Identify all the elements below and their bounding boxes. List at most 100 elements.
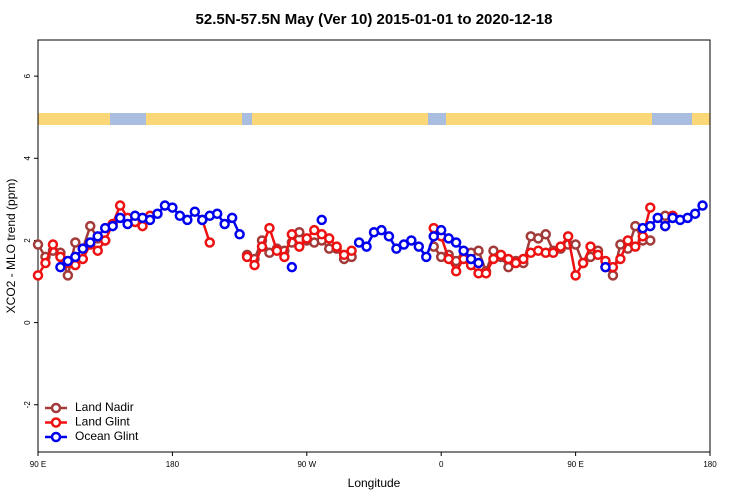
- data-point: [450, 237, 462, 248]
- data-point: [637, 231, 649, 242]
- data-point: [271, 245, 283, 256]
- data-point: [55, 251, 66, 263]
- land-band: [38, 113, 110, 125]
- data-point: [361, 241, 372, 252]
- data-point: [376, 224, 387, 236]
- y-tick-label: 2: [23, 238, 32, 243]
- data-point: [570, 239, 581, 250]
- data-point: [47, 239, 59, 250]
- data-point: [241, 251, 253, 263]
- legend-marker: [50, 431, 62, 443]
- data-point: [331, 241, 342, 252]
- data-point: [577, 257, 589, 269]
- data-point: [316, 229, 327, 240]
- data-point: [77, 243, 89, 254]
- data-point: [562, 231, 574, 242]
- data-point: [353, 237, 365, 248]
- data-point: [226, 212, 238, 224]
- x-tick-label: 180: [703, 460, 717, 469]
- data-point: [137, 220, 148, 232]
- data-point: [55, 261, 66, 273]
- data-point: [503, 253, 514, 265]
- data-point: [488, 253, 499, 265]
- y-tick-label: 0: [23, 320, 32, 325]
- data-point: [406, 235, 417, 246]
- legend-marker: [50, 402, 62, 414]
- data-point: [585, 241, 596, 252]
- data-point: [697, 200, 708, 211]
- x-tick-label: 90 E: [30, 460, 46, 469]
- data-point: [592, 249, 604, 261]
- data-point: [443, 233, 454, 244]
- data-point: [682, 212, 693, 224]
- data-point: [144, 214, 156, 226]
- plot-frame: [37, 39, 711, 453]
- legend-label: Land Nadir: [75, 400, 134, 414]
- data-point: [309, 224, 320, 236]
- data-point: [473, 257, 484, 269]
- data-point: [518, 253, 529, 265]
- data-point: [32, 239, 44, 250]
- data-point: [62, 255, 74, 267]
- data-point: [85, 220, 96, 232]
- x-tick-label: 90 W: [297, 460, 316, 469]
- data-point: [645, 202, 656, 213]
- data-point: [92, 231, 103, 242]
- x-tick-label: 90 E: [567, 460, 583, 469]
- land-band: [446, 113, 652, 125]
- data-point: [495, 249, 507, 261]
- data-point: [421, 251, 432, 263]
- data-point: [555, 241, 566, 252]
- data-point: [286, 229, 298, 240]
- data-point: [204, 237, 215, 248]
- land-band: [146, 113, 242, 125]
- data-point: [286, 261, 298, 273]
- data-point: [659, 220, 671, 232]
- legend-marker: [50, 417, 62, 428]
- data-point: [32, 270, 44, 281]
- y-tick-label: -2: [23, 401, 32, 409]
- data-point: [533, 233, 544, 244]
- data-point: [279, 251, 290, 263]
- data-point: [473, 245, 484, 256]
- land-mask-strip: [38, 113, 710, 125]
- data-point: [615, 239, 626, 250]
- data-point: [338, 249, 350, 261]
- data-point: [615, 253, 626, 265]
- data-point: [600, 261, 611, 273]
- data-point: [301, 233, 313, 244]
- data-point: [62, 270, 74, 281]
- data-point: [540, 229, 551, 240]
- data-point: [570, 270, 581, 281]
- chart-title: 52.5N-57.5N May (Ver 10) 2015-01-01 to 2…: [196, 11, 553, 28]
- data-point: [323, 233, 335, 244]
- data-point: [689, 208, 701, 220]
- data-point: [197, 214, 208, 226]
- y-tick-label: 4: [23, 156, 32, 161]
- data-point: [428, 231, 439, 242]
- y-axis-label: XCO2 - MLO trend (ppm): [4, 179, 18, 314]
- data-point: [607, 270, 619, 281]
- data-point: [189, 206, 201, 217]
- data-point: [182, 214, 193, 226]
- data-point: [645, 220, 656, 232]
- data-point: [346, 245, 357, 256]
- y-tick-label: 6: [23, 73, 32, 78]
- data-point: [443, 253, 454, 265]
- data-point: [652, 212, 663, 224]
- data-point: [630, 241, 641, 252]
- data-point: [622, 235, 634, 246]
- data-point: [413, 241, 425, 252]
- legend-label: Ocean Glint: [75, 429, 139, 443]
- data-point: [99, 235, 111, 246]
- data-point: [114, 212, 126, 224]
- data-point: [114, 200, 126, 211]
- data-point: [645, 235, 656, 246]
- data-point: [480, 268, 492, 279]
- data-point: [264, 222, 275, 234]
- data-point: [249, 259, 260, 271]
- land-band: [692, 113, 710, 125]
- data-point: [383, 231, 395, 242]
- land-band: [252, 113, 428, 125]
